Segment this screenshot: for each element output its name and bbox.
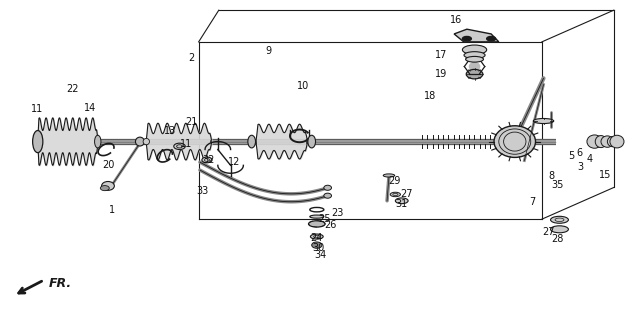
Text: 2: 2 — [188, 53, 194, 63]
Ellipse shape — [173, 143, 185, 149]
Text: 20: 20 — [102, 160, 114, 170]
Text: 6: 6 — [577, 148, 583, 158]
Ellipse shape — [601, 136, 614, 147]
Ellipse shape — [396, 198, 408, 204]
Text: 27: 27 — [542, 227, 555, 238]
Ellipse shape — [308, 221, 325, 227]
Text: 35: 35 — [552, 180, 564, 190]
Ellipse shape — [390, 192, 401, 197]
Text: 7: 7 — [529, 197, 535, 207]
Text: 32: 32 — [203, 155, 215, 165]
Ellipse shape — [136, 137, 145, 146]
Circle shape — [486, 37, 495, 41]
Ellipse shape — [95, 135, 101, 148]
Text: 26: 26 — [324, 220, 337, 230]
Polygon shape — [454, 29, 499, 42]
Text: 14: 14 — [84, 103, 96, 113]
Text: 24: 24 — [310, 233, 323, 243]
Ellipse shape — [248, 135, 255, 148]
Ellipse shape — [100, 186, 109, 191]
Text: 4: 4 — [586, 154, 593, 164]
Text: 12: 12 — [228, 157, 240, 167]
Text: 29: 29 — [388, 176, 400, 186]
Ellipse shape — [464, 52, 485, 59]
Ellipse shape — [469, 63, 479, 71]
Text: 31: 31 — [396, 199, 408, 209]
Text: 11: 11 — [180, 139, 192, 149]
Text: 18: 18 — [424, 91, 436, 101]
Text: 23: 23 — [331, 208, 344, 218]
Text: 17: 17 — [435, 50, 447, 59]
Ellipse shape — [310, 215, 324, 218]
Ellipse shape — [550, 216, 568, 223]
Text: 30: 30 — [312, 243, 324, 253]
Text: 11: 11 — [31, 104, 44, 114]
Ellipse shape — [494, 126, 536, 157]
Text: 10: 10 — [297, 81, 310, 91]
Text: 5: 5 — [568, 151, 574, 162]
Ellipse shape — [383, 174, 395, 177]
Ellipse shape — [587, 135, 602, 148]
Text: 33: 33 — [196, 186, 209, 196]
Ellipse shape — [143, 138, 150, 145]
Text: 19: 19 — [435, 69, 447, 79]
Ellipse shape — [595, 135, 607, 148]
Ellipse shape — [202, 157, 212, 163]
Text: 16: 16 — [450, 15, 462, 25]
Ellipse shape — [312, 242, 322, 248]
Ellipse shape — [310, 234, 323, 239]
Text: 34: 34 — [314, 250, 326, 260]
Text: 22: 22 — [66, 84, 79, 94]
Circle shape — [463, 37, 471, 41]
Text: 9: 9 — [266, 46, 272, 56]
Ellipse shape — [607, 136, 618, 147]
Ellipse shape — [308, 135, 316, 148]
Ellipse shape — [466, 56, 483, 62]
Text: 27: 27 — [401, 189, 413, 199]
Text: 15: 15 — [598, 170, 611, 180]
Ellipse shape — [324, 193, 332, 198]
Ellipse shape — [324, 185, 332, 190]
Ellipse shape — [463, 45, 486, 54]
Text: 1: 1 — [109, 205, 115, 215]
Text: 3: 3 — [577, 162, 584, 172]
Ellipse shape — [550, 226, 568, 233]
Ellipse shape — [610, 135, 624, 148]
Ellipse shape — [102, 182, 115, 190]
Text: 28: 28 — [552, 234, 564, 244]
Text: 21: 21 — [185, 117, 197, 127]
Text: 25: 25 — [318, 214, 331, 224]
Ellipse shape — [33, 130, 43, 153]
Text: FR.: FR. — [49, 277, 72, 290]
Ellipse shape — [533, 119, 554, 123]
Text: 8: 8 — [548, 171, 554, 181]
Text: 13: 13 — [164, 126, 176, 135]
Ellipse shape — [467, 69, 483, 79]
